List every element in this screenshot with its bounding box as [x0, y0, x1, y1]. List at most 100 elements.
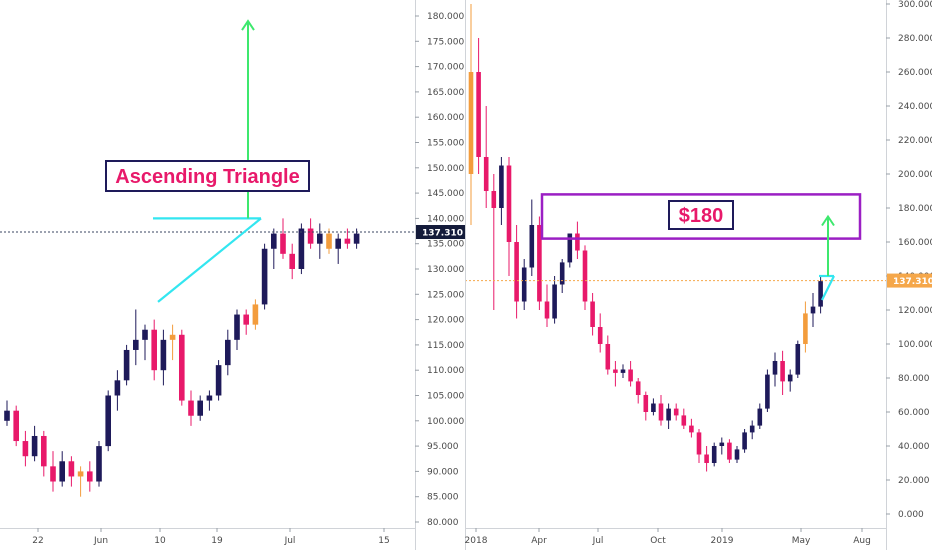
right-candle: [681, 415, 687, 426]
left-candle: [13, 410, 19, 442]
right-y-tick-label: 180.000: [898, 204, 932, 214]
right-candle: [597, 327, 603, 344]
left-y-tick-label: 110.000: [427, 366, 464, 376]
right-candle: [476, 72, 481, 157]
left-price-badge: [416, 225, 465, 240]
left-y-tick-label: 130.000: [427, 265, 464, 275]
target-label-box: [668, 200, 734, 230]
right-y-tick-label: 300.000: [898, 0, 932, 10]
left-candle: [31, 435, 38, 457]
right-y-tick-label: 280.000: [898, 34, 932, 44]
right-candle: [749, 425, 755, 433]
left-candle: [206, 395, 213, 401]
right-candle: [673, 408, 679, 416]
left-candle: [225, 339, 231, 366]
left-candle: [22, 441, 29, 457]
right-candle: [605, 344, 611, 370]
right-candle: [658, 403, 664, 421]
left-y-tick-label: 115.000: [427, 341, 464, 351]
left-candle: [77, 471, 84, 477]
left-x-tick-label: 10: [154, 536, 166, 546]
left-candle: [353, 233, 360, 244]
right-candle: [514, 242, 519, 302]
resistance-zone: [540, 193, 862, 240]
right-candle: [795, 344, 801, 375]
left-y-tick-label: 125.000: [427, 290, 464, 300]
right-candle: [582, 250, 588, 302]
right-y-tick-label: 0.000: [898, 510, 924, 520]
left-y-tick-label: 140.000: [427, 214, 464, 224]
left-y-tick-label: 175.000: [427, 37, 464, 47]
right-y-tick-label: 20.000: [898, 476, 930, 486]
left-y-tick-label: 180.000: [427, 12, 464, 22]
right-y-tick-label: 40.000: [898, 442, 930, 452]
right-y-tick-label: 60.000: [898, 408, 930, 418]
right-candle: [757, 408, 763, 426]
left-candles: [4, 218, 360, 497]
right-candle: [567, 233, 573, 263]
left-candle: [123, 349, 130, 381]
left-y-tick-label: 135.000: [427, 240, 464, 250]
right-x-tick-label: Oct: [650, 536, 666, 546]
target-arrow-head: [241, 19, 255, 31]
left-y-tick-label: 155.000: [427, 139, 464, 149]
left-candle: [261, 248, 268, 305]
left-candle: [252, 304, 259, 325]
right-candle: [765, 374, 770, 409]
right-candle: [719, 442, 725, 446]
right-x-tick-label: May: [792, 536, 811, 546]
right-candle: [575, 233, 580, 251]
right-candle: [734, 449, 740, 460]
left-x-tick-label: 19: [211, 536, 223, 546]
left-y-tick-label: 170.000: [427, 63, 464, 73]
right-y-tick-label: 200.000: [898, 170, 932, 180]
left-candle: [335, 238, 341, 249]
right-y-tick-label: 220.000: [898, 136, 932, 146]
right-candle: [491, 191, 497, 208]
right-candle: [552, 284, 557, 319]
left-candle: [169, 334, 176, 340]
right-candle: [742, 432, 747, 450]
annotation-layer: Ascending Triangle $180: [0, 19, 886, 303]
left-y-tick-label: 90.000: [427, 467, 459, 477]
left-x-tick-label: 15: [378, 536, 389, 546]
left-candle: [280, 233, 286, 254]
right-y-tick-label: 120.000: [898, 306, 932, 316]
left-x-tick-label: Jul: [284, 536, 296, 546]
right-price-badge-label: 137.310: [893, 277, 932, 287]
right-candle: [499, 165, 504, 208]
right-candle: [635, 381, 641, 395]
left-candle: [151, 329, 157, 371]
left-candle: [160, 339, 167, 371]
left-candle: [344, 238, 351, 244]
right-target-arrow-head: [821, 214, 835, 227]
right-y-tick-label: 240.000: [898, 102, 932, 112]
right-candle: [810, 306, 816, 314]
left-candle: [87, 471, 93, 482]
right-candles: [468, 4, 823, 472]
right-candle: [704, 454, 709, 463]
left-candle: [289, 253, 295, 269]
right-candle: [628, 369, 633, 382]
left-y-tick-label: 160.000: [427, 113, 464, 123]
left-candle: [243, 314, 249, 325]
left-candle: [59, 461, 65, 482]
right-y-tick-label: 100.000: [898, 340, 932, 350]
right-candle: [529, 225, 535, 268]
left-candle: [105, 395, 111, 447]
right-candle: [620, 369, 626, 373]
triangle-support-line: [157, 217, 262, 303]
right-candle: [651, 403, 656, 412]
right-candle: [468, 72, 474, 174]
right-x-tick-label: 2019: [711, 536, 734, 546]
right-candle: [711, 446, 717, 463]
left-candle: [133, 339, 139, 350]
right-candle: [613, 369, 618, 373]
left-candle: [307, 228, 314, 244]
right-candle: [643, 395, 649, 412]
right-candle: [818, 281, 823, 307]
right-candle: [772, 361, 778, 375]
